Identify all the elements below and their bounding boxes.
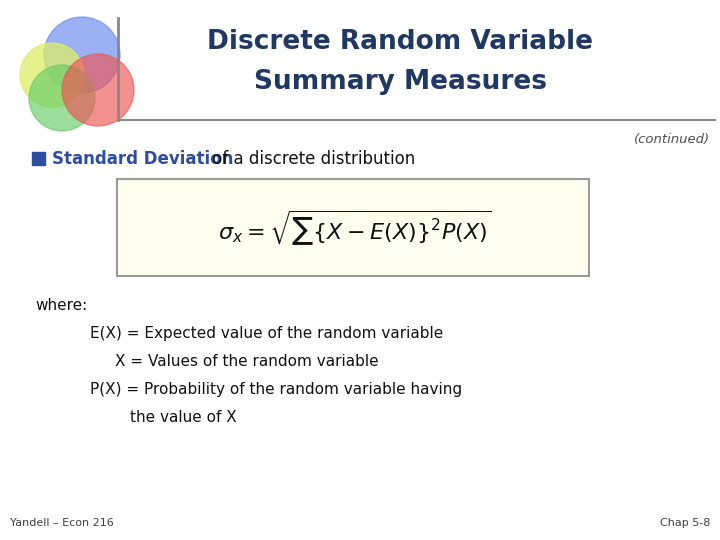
Circle shape [62,54,134,126]
Text: Chap 5-8: Chap 5-8 [660,518,710,528]
Circle shape [20,43,84,107]
FancyBboxPatch shape [117,179,589,276]
Text: Discrete Random Variable: Discrete Random Variable [207,29,593,55]
Text: of a discrete distribution: of a discrete distribution [207,150,415,168]
Circle shape [44,17,120,93]
Bar [32,152,45,165]
Text: Yandell – Econ 216: Yandell – Econ 216 [10,518,114,528]
Text: the value of X: the value of X [130,410,237,425]
Text: where:: where: [35,298,87,313]
Text: X = Values of the random variable: X = Values of the random variable [115,354,379,369]
Text: P(X) = Probability of the random variable having: P(X) = Probability of the random variabl… [90,382,462,397]
Text: Standard Deviation: Standard Deviation [52,150,233,168]
Circle shape [29,65,95,131]
Text: (continued): (continued) [634,133,710,146]
Text: E(X) = Expected value of the random variable: E(X) = Expected value of the random vari… [90,326,444,341]
Text: $\sigma_x = \sqrt{\sum\{X - E(X)\}^2 P(X)}$: $\sigma_x = \sqrt{\sum\{X - E(X)\}^2 P(X… [218,208,492,248]
Text: Summary Measures: Summary Measures [253,69,546,95]
